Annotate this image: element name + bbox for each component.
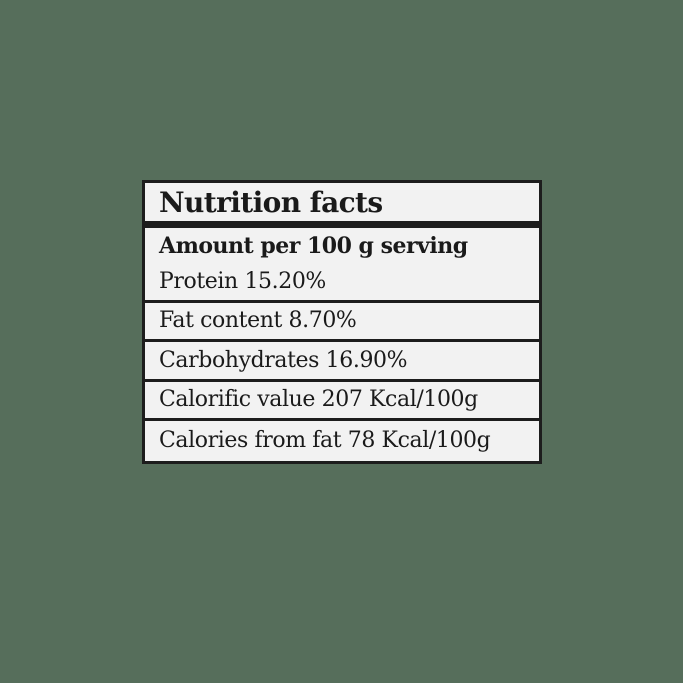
nutrient-row-carbohydrates: Carbohydrates 16.90%	[145, 342, 539, 382]
serving-subheading: Amount per 100 g serving	[159, 232, 468, 259]
nutrient-value: 78 Kcal/100g	[347, 428, 491, 454]
nutrient-name: Calorific value	[159, 387, 316, 413]
nutrient-name: Protein	[159, 268, 238, 294]
nutrient-value: 207 Kcal/100g	[321, 387, 479, 413]
nutrient-row-protein: Protein 15.20%	[145, 263, 539, 303]
nutrient-row-calorific-value: Calorific value 207 Kcal/100g	[145, 382, 539, 421]
nutrient-name: Carbohydrates	[159, 347, 320, 373]
nutrient-name: Fat content	[159, 308, 282, 334]
nutrient-value: 16.90%	[325, 347, 408, 373]
nutrient-value: 8.70%	[288, 308, 357, 334]
nutrition-facts-label: Nutrition facts Amount per 100 g serving…	[142, 180, 542, 464]
nutrient-name: Calories from fat	[159, 428, 342, 454]
label-title: Nutrition facts	[145, 183, 539, 228]
nutrient-value: 15.20%	[244, 268, 326, 294]
nutrient-row-calories-from-fat: Calories from fat 78 Kcal/100g	[145, 421, 539, 461]
nutrient-row-fat: Fat content 8.70%	[145, 303, 539, 342]
